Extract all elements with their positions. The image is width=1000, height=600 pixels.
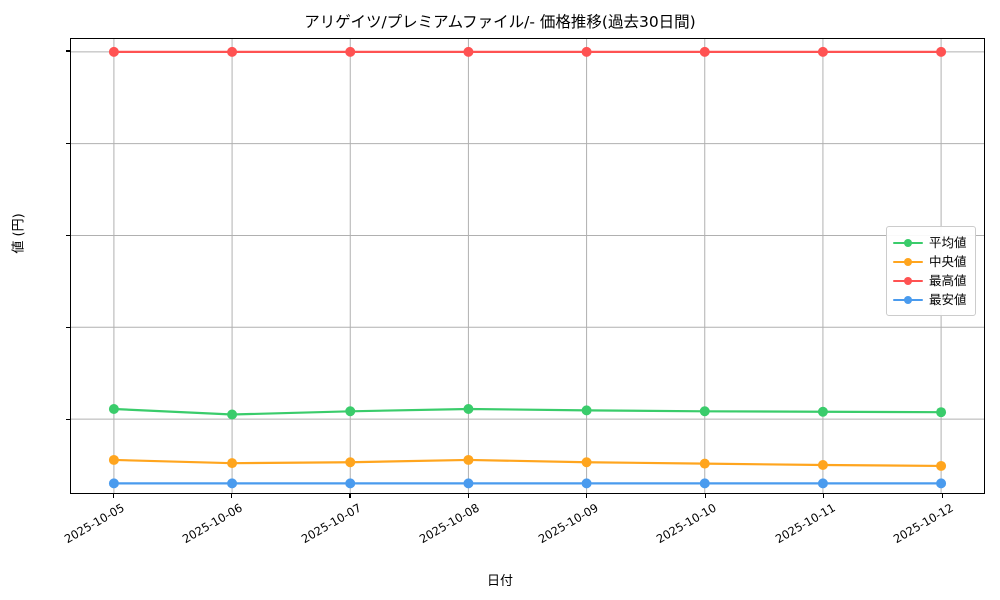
- x-tick-label: 2025-10-10: [653, 500, 719, 547]
- data-point[interactable]: [108, 46, 119, 57]
- data-point[interactable]: [108, 404, 119, 414]
- legend-dot-icon: [904, 238, 912, 247]
- y-tick-mark: [66, 327, 70, 329]
- x-tick-label: 2025-10-09: [535, 500, 601, 547]
- x-tick-mark: [586, 494, 588, 498]
- y-axis-label: 値 (円): [11, 213, 27, 254]
- series-4: [108, 478, 947, 489]
- legend-label: 中央値: [929, 253, 967, 269]
- data-point[interactable]: [227, 46, 238, 57]
- legend-marker-icon: [893, 293, 923, 307]
- data-point[interactable]: [345, 46, 356, 57]
- legend-marker-icon: [893, 274, 923, 288]
- data-point[interactable]: [227, 478, 238, 489]
- data-point[interactable]: [581, 457, 592, 468]
- legend-dot-icon: [904, 257, 912, 266]
- data-point[interactable]: [227, 458, 238, 469]
- data-point[interactable]: [463, 46, 474, 57]
- chart-title: アリゲイツ/プレミアムファイル/- 価格推移(過去30日間): [304, 13, 696, 31]
- legend-item-2[interactable]: 中央値: [893, 252, 967, 271]
- x-tick-mark: [230, 494, 233, 498]
- legend-dot-icon: [904, 295, 912, 304]
- data-point[interactable]: [936, 407, 947, 418]
- x-tick-label: 2025-10-05: [61, 500, 127, 547]
- series-1: [108, 404, 947, 420]
- data-point[interactable]: [463, 478, 474, 489]
- y-tick-mark: [66, 234, 70, 237]
- series-line: [112, 407, 943, 416]
- data-point[interactable]: [345, 406, 356, 417]
- plot-area: [70, 38, 985, 494]
- data-point[interactable]: [817, 406, 828, 417]
- legend-marker-icon: [893, 236, 923, 250]
- data-point[interactable]: [699, 478, 710, 489]
- data-point[interactable]: [227, 409, 238, 420]
- data-point[interactable]: [581, 478, 592, 489]
- legend-item-1[interactable]: 平均値: [893, 233, 967, 252]
- legend-label: 最高値: [929, 272, 967, 288]
- data-point[interactable]: [581, 46, 592, 57]
- x-tick-mark: [112, 494, 114, 498]
- y-tick-mark: [66, 419, 70, 421]
- x-axis-label: 日付: [486, 574, 513, 589]
- data-point[interactable]: [699, 406, 710, 417]
- legend-item-3[interactable]: 最高値: [893, 271, 967, 290]
- data-point[interactable]: [345, 457, 356, 468]
- chart-legend[interactable]: 平均値中央値最高値最安値: [886, 226, 976, 316]
- x-tick-label: 2025-10-06: [180, 500, 246, 547]
- data-point[interactable]: [936, 460, 947, 471]
- series-3: [108, 46, 947, 57]
- x-tick-mark: [349, 494, 351, 498]
- legend-dot-icon: [904, 276, 912, 285]
- data-point[interactable]: [817, 460, 828, 470]
- data-point[interactable]: [463, 454, 474, 465]
- legend-item-4[interactable]: 最安値: [893, 290, 967, 309]
- x-tick-mark: [467, 494, 469, 498]
- x-tick-mark: [823, 494, 825, 498]
- x-tick-label: 2025-10-07: [298, 500, 364, 547]
- data-point[interactable]: [699, 46, 710, 57]
- legend-marker-icon: [893, 255, 923, 269]
- data-point[interactable]: [108, 478, 119, 489]
- x-tick-label: 2025-10-08: [417, 500, 483, 547]
- legend-label: 最安値: [929, 291, 967, 307]
- legend-label: 平均値: [929, 234, 967, 250]
- series-line: [112, 458, 943, 468]
- data-point[interactable]: [699, 458, 710, 469]
- x-tick-mark: [941, 494, 943, 498]
- data-point[interactable]: [936, 46, 947, 57]
- data-point[interactable]: [817, 46, 828, 57]
- data-point[interactable]: [936, 478, 947, 489]
- data-point[interactable]: [463, 404, 474, 414]
- x-tick-mark: [704, 494, 706, 498]
- data-point[interactable]: [817, 478, 828, 489]
- x-tick-label: 2025-10-11: [772, 500, 838, 547]
- y-tick-mark: [66, 142, 70, 144]
- y-tick-mark: [66, 50, 70, 52]
- x-tick-label: 2025-10-12: [890, 500, 956, 547]
- data-point[interactable]: [581, 405, 592, 416]
- data-point[interactable]: [345, 478, 356, 489]
- series-2: [108, 454, 947, 471]
- data-point[interactable]: [108, 454, 119, 465]
- data-series: [108, 46, 947, 489]
